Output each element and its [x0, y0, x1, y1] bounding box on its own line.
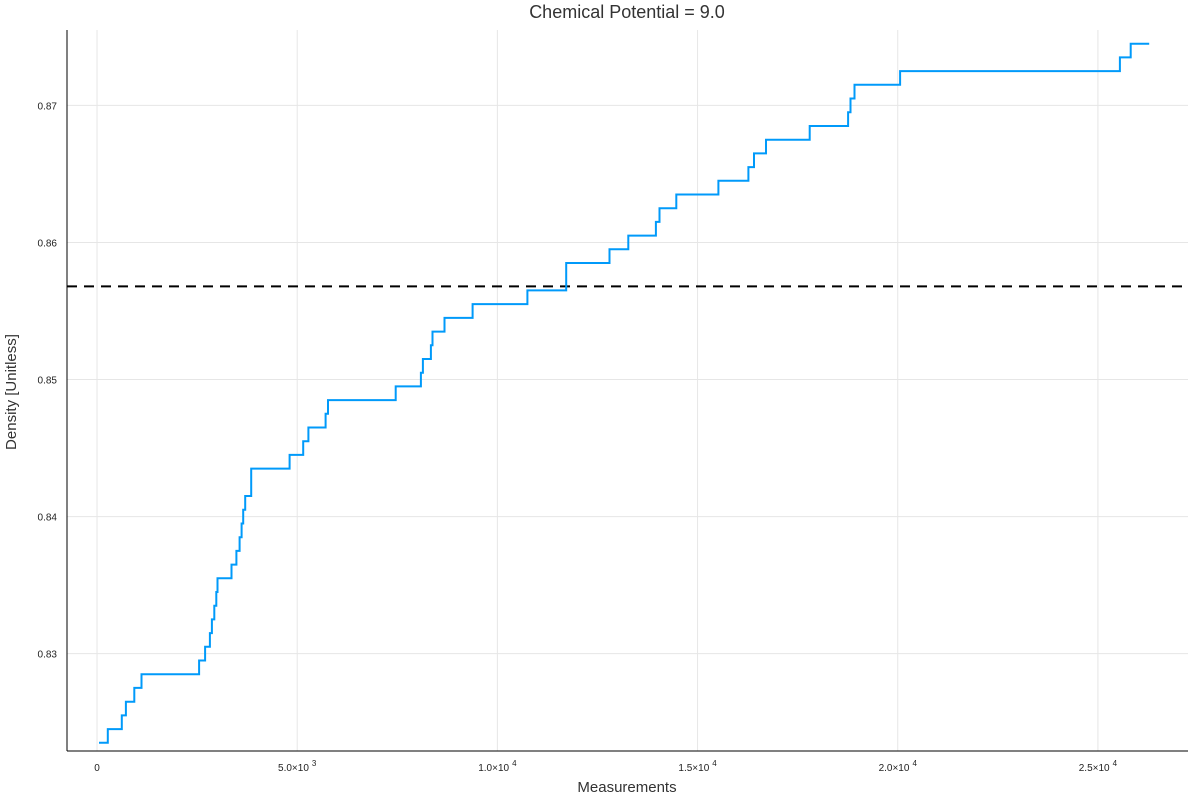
x-tick-label: 2.5×10 4: [1079, 759, 1118, 774]
y-tick-label: 0.84: [38, 513, 58, 524]
x-axis-label: Measurements: [577, 779, 676, 796]
x-tick-label: 1.0×10 4: [478, 759, 517, 774]
series-line: [99, 42, 1150, 744]
chart-title: Chemical Potential = 9.0: [529, 2, 725, 22]
y-tick-label: 0.86: [38, 238, 58, 249]
y-tick-label: 0.87: [38, 101, 58, 112]
series-layer: [99, 42, 1150, 744]
x-tick-label: 2.0×10 4: [879, 759, 918, 774]
tick-label-layer: 0 5.0×10 3 1.0×10 4 1.5×10 4 2.0×10 4 2.5×10 4 0.83…: [38, 101, 1118, 774]
x-tick-label: 0: [94, 763, 100, 774]
x-tick-label: 1.5×10 4: [678, 759, 717, 774]
y-tick-label: 0.85: [38, 376, 58, 387]
grid-layer: [67, 30, 1188, 751]
x-tick-label: 5.0×10 3: [278, 759, 317, 774]
y-axis-label: Density [Unitless]: [3, 334, 20, 450]
axis-layer: [66, 30, 1188, 752]
y-tick-label: 0.83: [38, 650, 58, 661]
